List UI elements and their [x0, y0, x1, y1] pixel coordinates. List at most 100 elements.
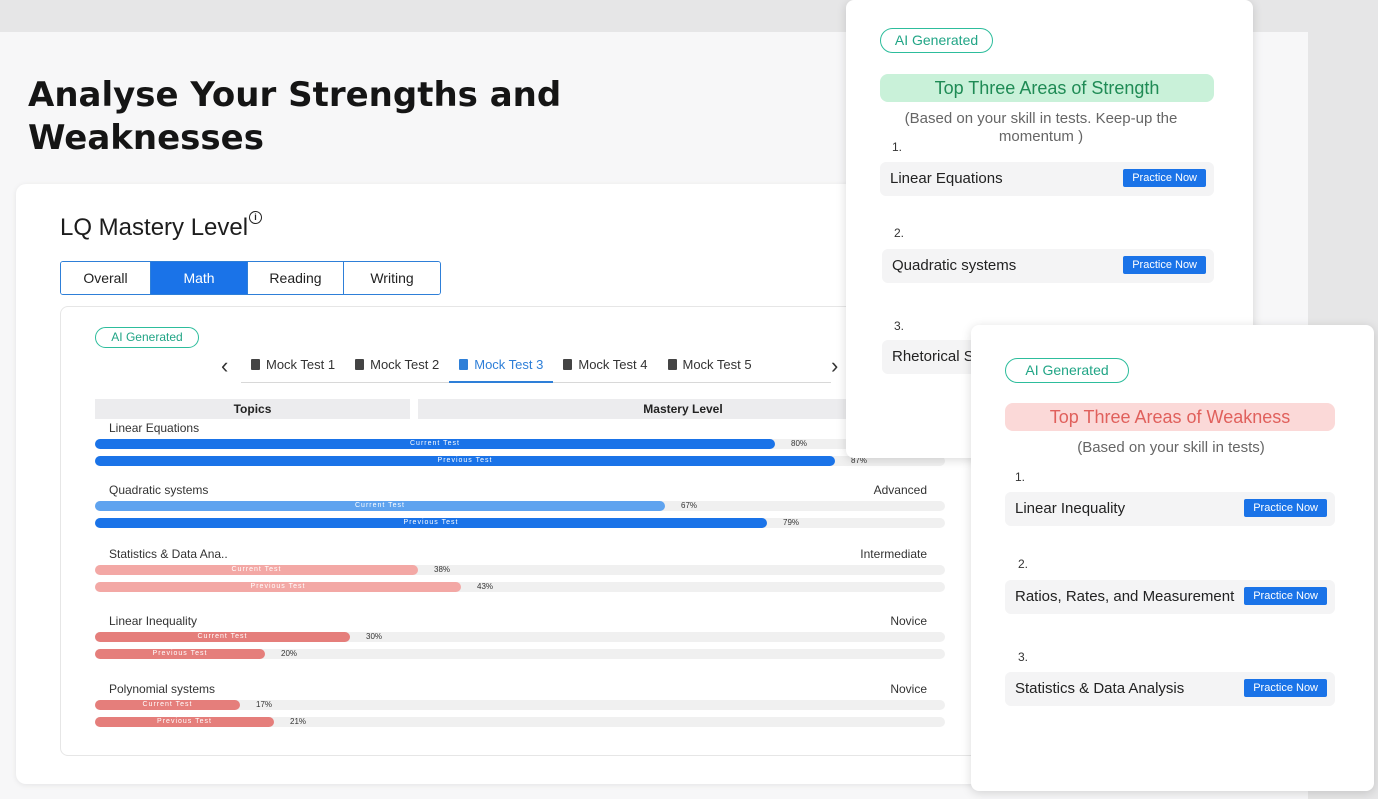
- mock-test-tabs: Mock Test 1 Mock Test 2 Mock Test 3 Mock…: [241, 351, 831, 383]
- previous-test-bar-track: Previous Test 43%: [95, 582, 945, 592]
- clipboard-icon: [563, 359, 573, 370]
- strength-rank-2: 2.: [894, 226, 905, 240]
- topic-row: Linear Inequality Novice Current Test 30% Pr…: [95, 614, 947, 674]
- weakness-rank-2: 2.: [1018, 557, 1029, 571]
- previous-test-percent: 43%: [477, 582, 494, 591]
- mastery-card: LQ Mastery Level i Overall Math Reading …: [16, 184, 986, 784]
- previous-test-bar-track: Previous Test 87%: [95, 456, 945, 466]
- subject-tabs: Overall Math Reading Writing: [60, 261, 441, 295]
- mock-test-nav: ‹ Mock Test 1 Mock Test 2 Mock Test 3 Mo…: [221, 351, 841, 383]
- previous-test-bar-track: Previous Test 20%: [95, 649, 945, 659]
- weakness-rank-1: 1.: [1015, 470, 1026, 484]
- current-test-bar: Current Test: [95, 439, 775, 449]
- weakness-title: Top Three Areas of Weakness: [1005, 403, 1335, 431]
- mastery-column-header: Mastery Level: [418, 399, 948, 419]
- previous-test-bar-track: Previous Test 79%: [95, 518, 945, 528]
- current-test-bar-track: Current Test 17%: [95, 700, 945, 710]
- current-test-bar: Current Test: [95, 501, 665, 511]
- current-test-percent: 30%: [366, 632, 383, 641]
- current-test-bar-track: Current Test 67%: [95, 501, 945, 511]
- page-headline: Analyse Your Strengths and Weaknesses: [28, 75, 562, 158]
- strength-item-label: Quadratic systems: [892, 257, 1017, 274]
- tab-mock-test-1[interactable]: Mock Test 1: [241, 351, 345, 383]
- topic-row: Quadratic systems Advanced Current Test 67%…: [95, 483, 947, 543]
- previous-test-percent: 21%: [290, 717, 307, 726]
- current-test-bar: Current Test: [95, 700, 240, 710]
- practice-now-button[interactable]: Practice Now: [1244, 499, 1327, 517]
- topic-row: Linear Equations Current Test 80% Previous …: [95, 421, 947, 481]
- current-test-bar-track: Current Test 30%: [95, 632, 945, 642]
- mastery-title: LQ Mastery Level: [60, 214, 249, 241]
- weakness-item-label: Ratios, Rates, and Measurement: [1015, 588, 1235, 605]
- strength-item: Quadratic systems Practice Now: [882, 249, 1214, 283]
- ai-generated-badge: AI Generated: [880, 28, 993, 53]
- chevron-right-icon[interactable]: ›: [831, 353, 839, 378]
- strength-item-label: Rhetorical S: [892, 348, 974, 365]
- clipboard-icon: [667, 359, 677, 370]
- previous-test-bar-track: Previous Test 21%: [95, 717, 945, 727]
- tab-writing[interactable]: Writing: [344, 262, 440, 294]
- current-test-bar-track: Current Test 38%: [95, 565, 945, 575]
- strength-rank-1: 1.: [892, 140, 903, 154]
- previous-test-bar: Previous Test: [95, 649, 265, 659]
- clipboard-icon: [355, 359, 365, 370]
- topic-row: Polynomial systems Novice Current Test 17% P…: [95, 682, 947, 742]
- strength-item-label: Linear Equations: [890, 170, 1003, 187]
- mastery-level-label: Advanced: [873, 483, 927, 497]
- topic-name: Linear Inequality: [109, 614, 198, 628]
- weakness-panel: AI Generated Top Three Areas of Weakness…: [971, 325, 1374, 791]
- current-test-bar-track: Current Test 80%: [95, 439, 945, 449]
- previous-test-percent: 79%: [783, 518, 800, 527]
- ai-generated-badge: AI Generated: [95, 327, 199, 348]
- current-test-bar: Current Test: [95, 632, 350, 642]
- weakness-item: Ratios, Rates, and Measurement Practice …: [1005, 580, 1335, 614]
- practice-now-button[interactable]: Practice Now: [1244, 679, 1327, 697]
- clipboard-icon: [459, 359, 469, 370]
- tab-mock-test-4[interactable]: Mock Test 4: [553, 351, 657, 383]
- previous-test-percent: 87%: [851, 456, 868, 465]
- current-test-percent: 80%: [791, 439, 808, 448]
- topic-row: Statistics & Data Ana.. Intermediate Curre…: [95, 547, 947, 607]
- practice-now-button[interactable]: Practice Now: [1123, 256, 1206, 274]
- topic-name: Polynomial systems: [109, 682, 216, 696]
- tab-math[interactable]: Math: [151, 262, 248, 294]
- tab-mock-test-2[interactable]: Mock Test 2: [345, 351, 449, 383]
- previous-test-bar: Previous Test: [95, 456, 835, 466]
- weakness-item-label: Statistics & Data Analysis: [1015, 680, 1185, 697]
- weakness-item-label: Linear Inequality: [1015, 500, 1126, 517]
- strength-rank-3: 3.: [894, 319, 905, 333]
- current-test-percent: 17%: [256, 700, 273, 709]
- tab-reading[interactable]: Reading: [248, 262, 344, 294]
- topic-name: Linear Equations: [109, 421, 200, 435]
- chevron-left-icon[interactable]: ‹: [221, 353, 229, 378]
- clipboard-icon: [251, 359, 260, 370]
- current-test-percent: 67%: [681, 501, 698, 510]
- previous-test-bar: Previous Test: [95, 582, 461, 592]
- topic-name: Quadratic systems: [109, 483, 209, 497]
- mastery-level-label: Novice: [890, 614, 927, 628]
- weakness-item: Statistics & Data Analysis Practice Now: [1005, 672, 1335, 706]
- tab-overall[interactable]: Overall: [61, 262, 151, 294]
- practice-now-button[interactable]: Practice Now: [1244, 587, 1327, 605]
- tab-mock-test-3[interactable]: Mock Test 3: [449, 351, 554, 383]
- strength-title: Top Three Areas of Strength: [880, 74, 1214, 102]
- topic-name: Statistics & Data Ana..: [109, 547, 228, 561]
- tab-mock-test-5[interactable]: Mock Test 5: [658, 351, 762, 383]
- info-icon[interactable]: i: [249, 211, 262, 224]
- strength-item: Linear Equations Practice Now: [880, 162, 1214, 196]
- practice-now-button[interactable]: Practice Now: [1123, 169, 1206, 187]
- weakness-subtitle: (Based on your skill in tests): [1077, 439, 1265, 456]
- strength-subtitle: (Based on your skill in tests. Keep-up t…: [904, 110, 1178, 145]
- current-test-bar: Current Test: [95, 565, 418, 575]
- mastery-level-label: Intermediate: [860, 547, 927, 561]
- previous-test-bar: Previous Test: [95, 518, 767, 528]
- previous-test-percent: 20%: [281, 649, 298, 658]
- mastery-level-label: Novice: [890, 682, 927, 696]
- current-test-percent: 38%: [434, 565, 451, 574]
- weakness-item: Linear Inequality Practice Now: [1005, 492, 1335, 526]
- mastery-detail-card: AI Generated ‹ Mock Test 1 Mock Test 2 M…: [60, 306, 980, 756]
- previous-test-bar: Previous Test: [95, 717, 274, 727]
- weakness-rank-3: 3.: [1018, 650, 1029, 664]
- topics-column-header: Topics: [95, 399, 410, 419]
- ai-generated-badge: AI Generated: [1005, 358, 1129, 383]
